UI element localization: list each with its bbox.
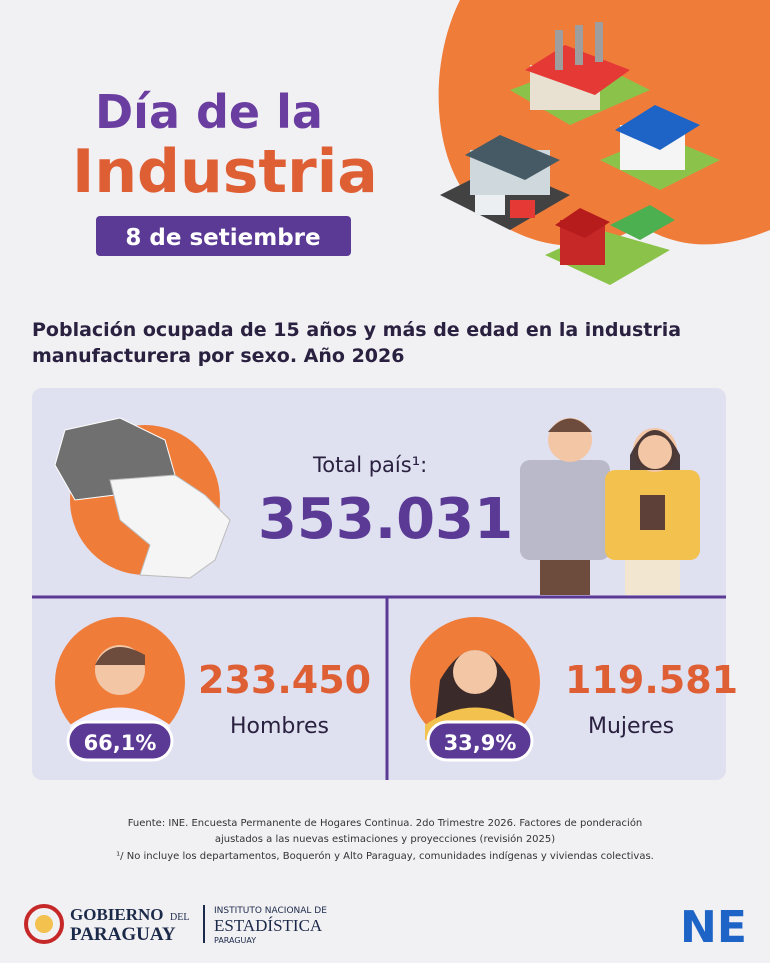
ine-logo: PARAGUAY xyxy=(214,936,256,945)
gov-emblem xyxy=(24,904,64,944)
map xyxy=(54,417,231,579)
percent-badge xyxy=(66,720,174,762)
title-line1: Día de la xyxy=(95,85,323,139)
subtitle: Población ocupada de 15 años y más de ed… xyxy=(32,319,681,341)
date-badge xyxy=(96,216,351,256)
women-label: Mujeres xyxy=(588,714,674,739)
note: ¹/ No incluye los departamentos, Boqueró… xyxy=(116,850,654,862)
subtitle: manufacturera por sexo. Año 2026 xyxy=(32,345,404,367)
women-value: 119.581 xyxy=(565,658,738,702)
people-illustration xyxy=(520,418,700,595)
ine-logo: ESTADÍSTICA xyxy=(214,916,323,935)
gov-logo: DEL xyxy=(170,912,189,923)
date: 8 de setiembre xyxy=(125,225,320,251)
men-value: 233.450 xyxy=(198,658,371,702)
women-percent: 33,9% xyxy=(444,731,517,755)
total-label: Total país¹: xyxy=(312,453,427,477)
men-percent: 66,1% xyxy=(84,731,157,755)
total-value: 353.031 xyxy=(258,487,513,552)
gov-logo: PARAGUAY xyxy=(70,924,176,945)
ine-mark: NE xyxy=(680,902,747,953)
percent-badge xyxy=(426,720,534,762)
men-label: Hombres xyxy=(230,714,329,739)
gov-logo: GOBIERNO xyxy=(70,905,164,924)
source: ajustados a las nuevas estimaciones y pr… xyxy=(215,833,555,845)
ine-logo: INSTITUTO NACIONAL DE xyxy=(214,906,327,916)
gov-emblem xyxy=(35,915,53,933)
title-line2: Industria xyxy=(72,137,378,207)
source: Fuente: INE. Encuesta Permanente de Hoga… xyxy=(128,817,643,829)
industry-illustration xyxy=(440,22,720,285)
